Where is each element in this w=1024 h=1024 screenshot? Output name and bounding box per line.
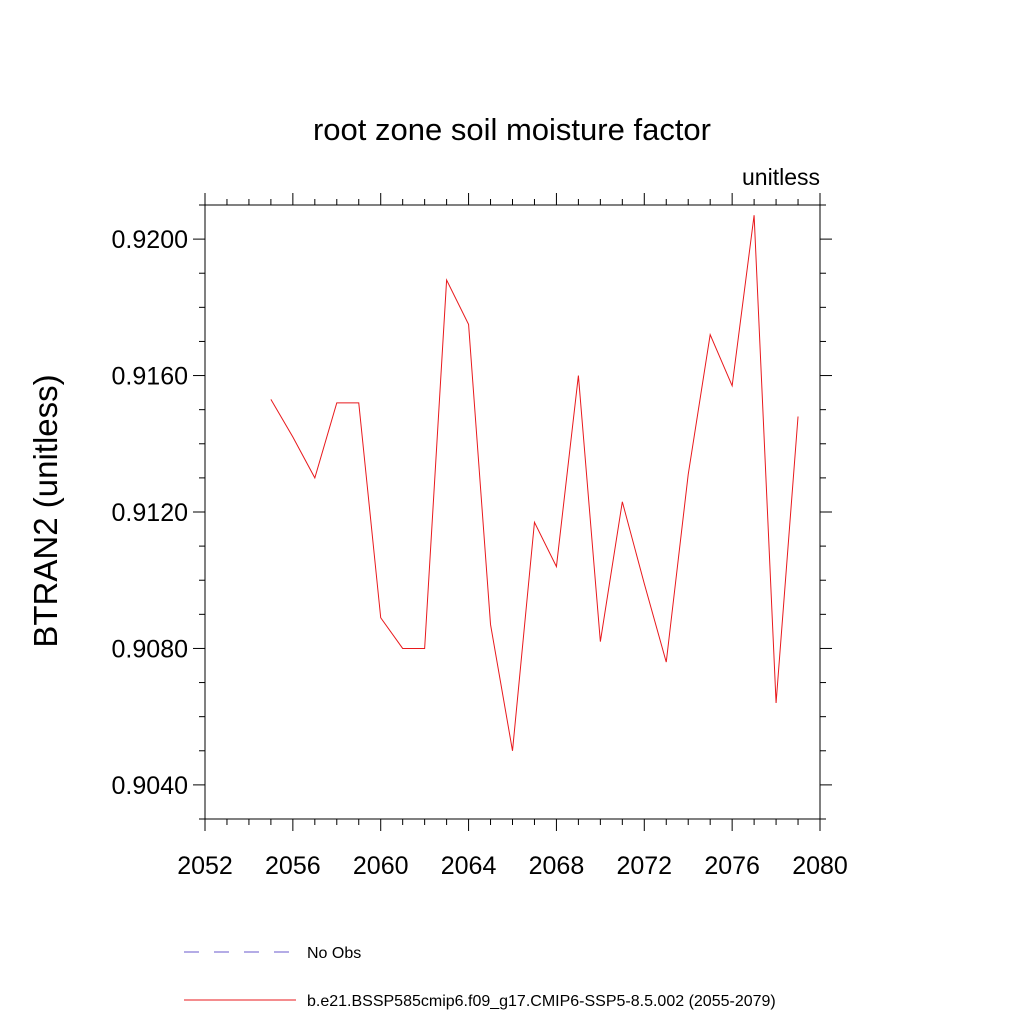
x-tick-label: 2068 xyxy=(529,852,585,880)
plot-frame xyxy=(204,204,821,820)
y-axis-label: BTRAN2 (unitless) xyxy=(27,374,64,647)
units-label: unitless xyxy=(742,164,820,190)
x-tick-label: 2072 xyxy=(616,852,672,880)
x-tick-label: 2064 xyxy=(441,852,497,880)
legend-label-1: b.e21.BSSP585cmip6.f09_g17.CMIP6-SSP5-8.… xyxy=(307,993,776,1010)
x-tick-label: 2052 xyxy=(177,852,233,880)
axis-ticks xyxy=(193,193,832,831)
axis-tick-labels: 2052 2056 2060 2064 2068 2072 2076 2080 0.9040 0.… xyxy=(112,226,848,880)
x-tick-label: 2080 xyxy=(792,852,848,880)
x-tick-label: 2076 xyxy=(704,852,760,880)
y-tick-label: 0.9080 xyxy=(112,635,188,663)
y-tick-label: 0.9040 xyxy=(112,772,188,800)
chart-title: root zone soil moisture factor xyxy=(313,112,711,147)
data-series xyxy=(270,215,799,751)
legend-label-0: No Obs xyxy=(307,945,361,962)
y-tick-label: 0.9200 xyxy=(112,226,188,254)
y-tick-label: 0.9160 xyxy=(112,363,188,391)
x-tick-label: 2060 xyxy=(353,852,409,880)
series-line-1 xyxy=(270,215,799,751)
legend: No Obs b.e21.BSSP585cmip6.f09_g17.CMIP6-S… xyxy=(184,945,776,1010)
y-tick-label: 0.9120 xyxy=(112,499,188,527)
x-tick-label: 2056 xyxy=(265,852,321,880)
